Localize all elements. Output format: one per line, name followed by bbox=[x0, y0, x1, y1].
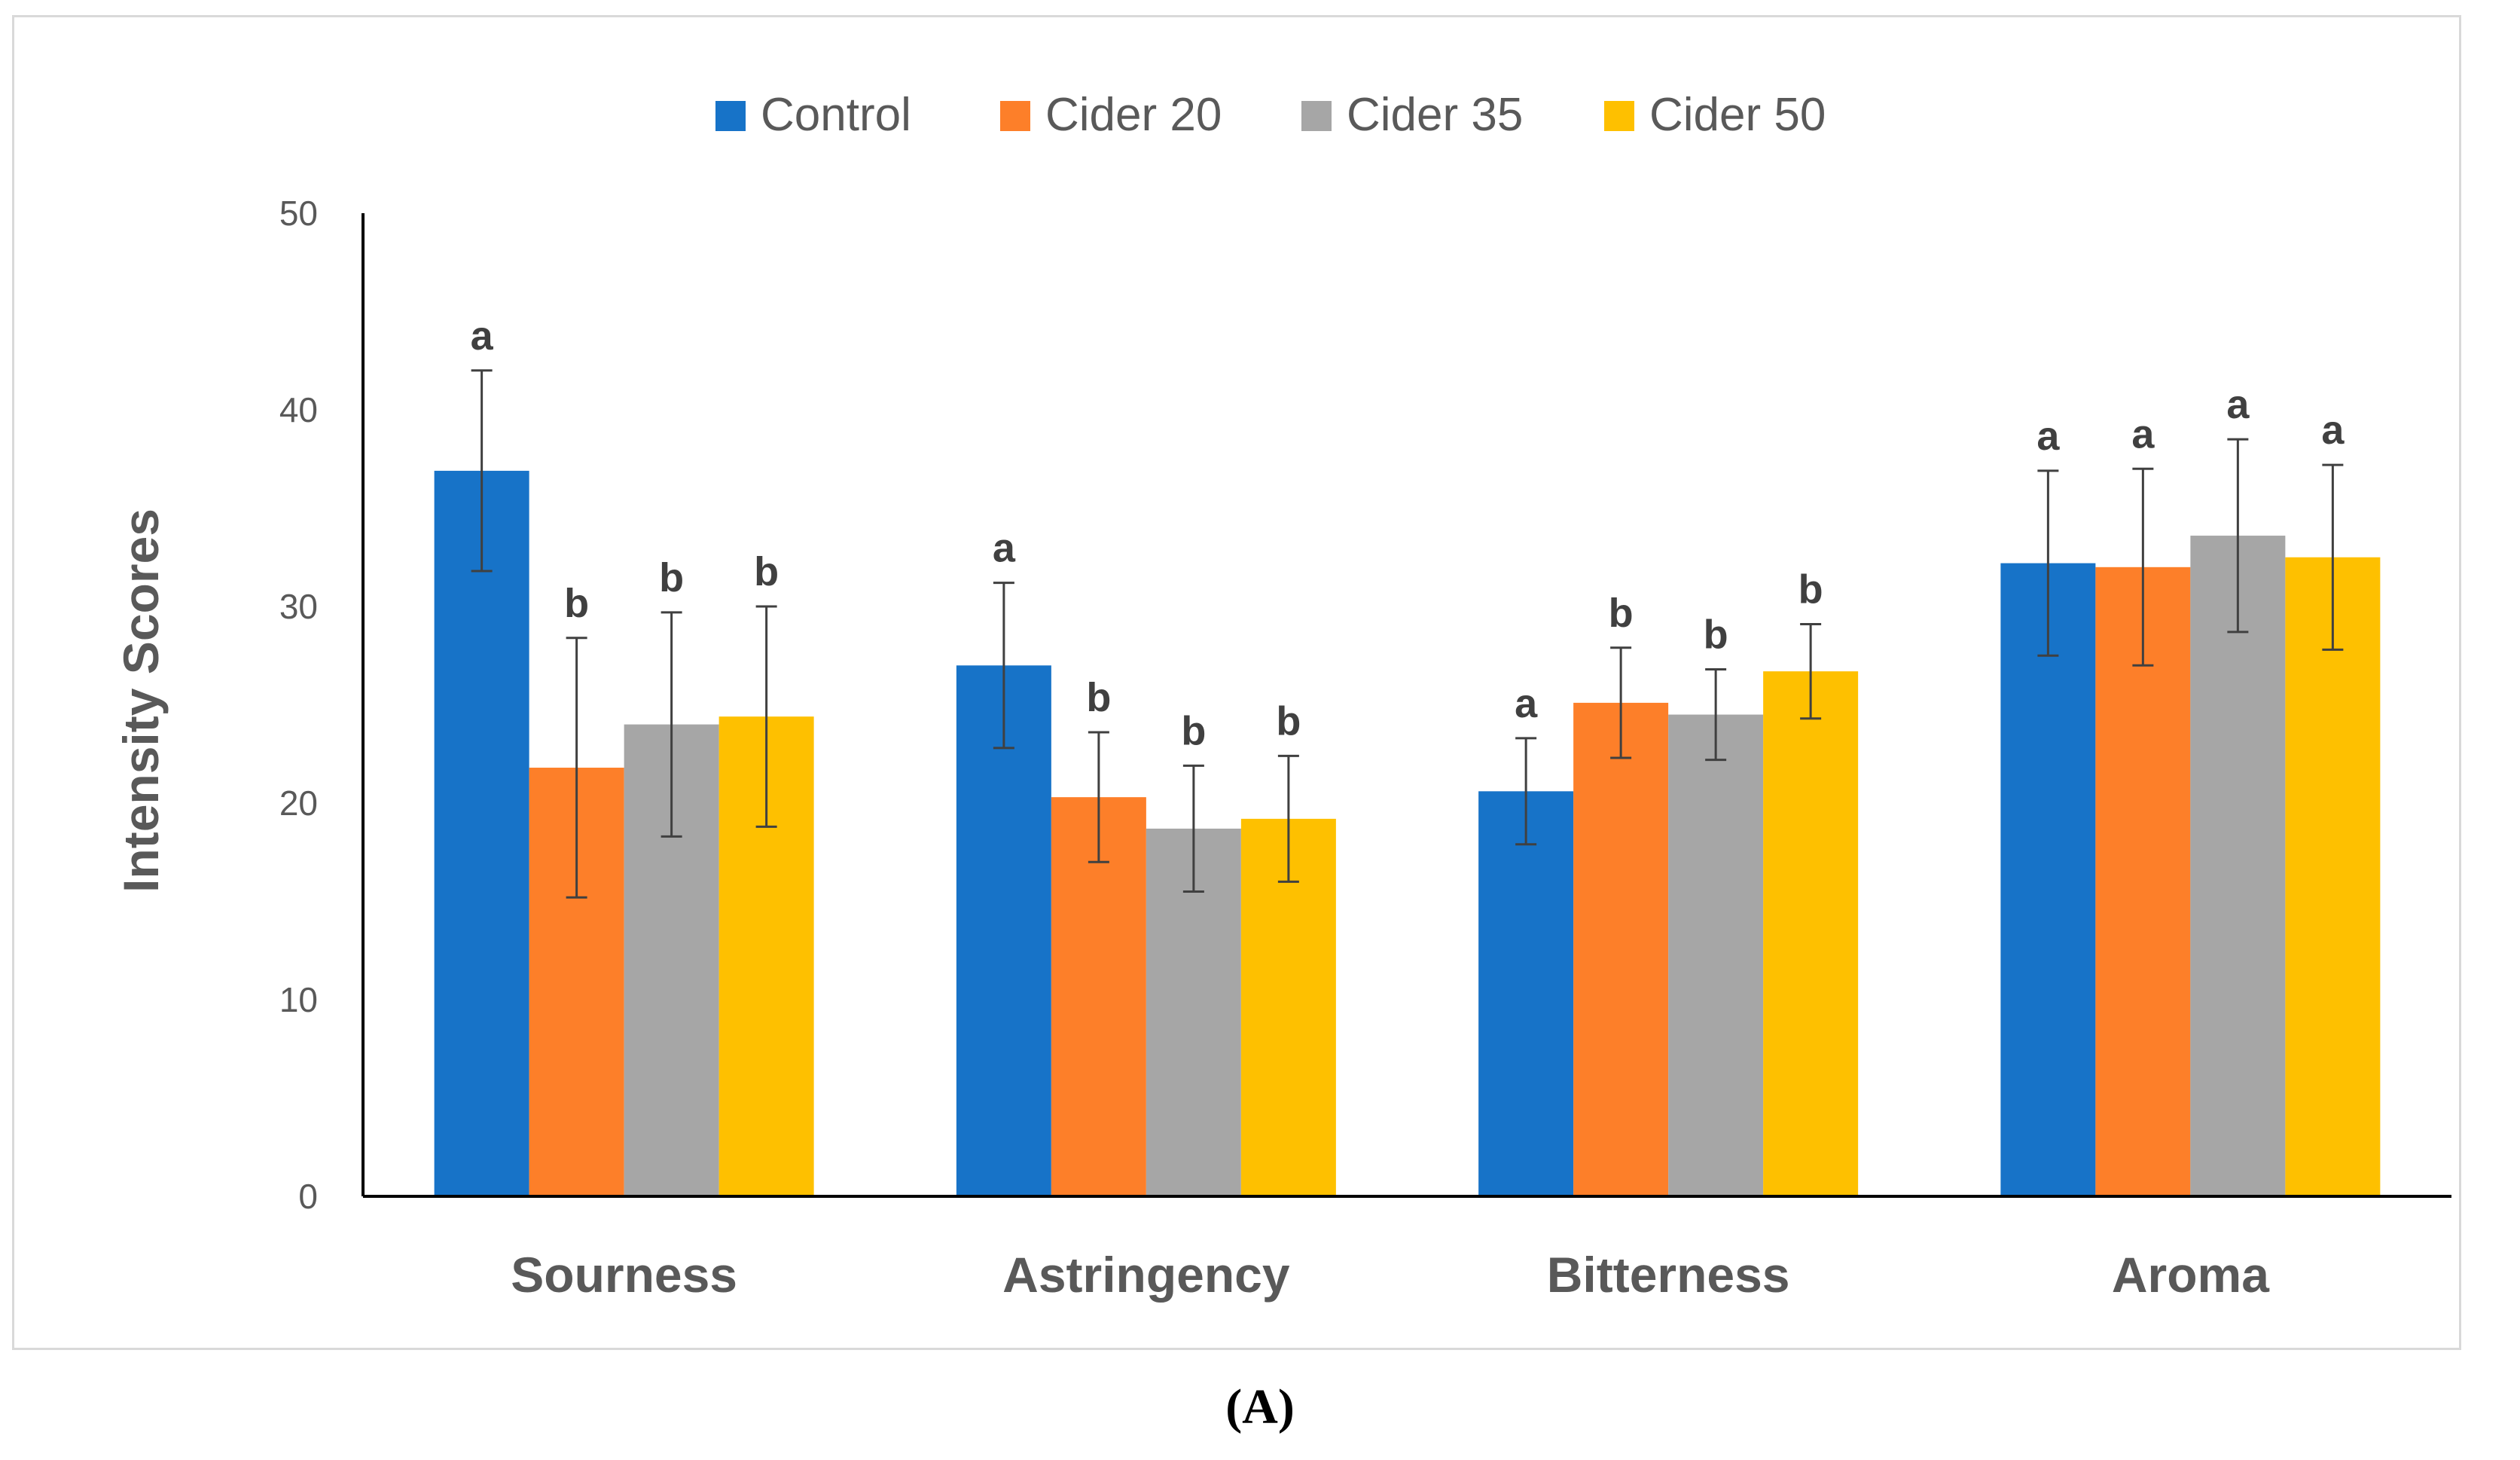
y-tick-label: 0 bbox=[298, 1177, 318, 1216]
y-tick-label: 50 bbox=[279, 194, 318, 233]
significance-label: b bbox=[1086, 675, 1111, 720]
bar bbox=[1763, 671, 1859, 1196]
significance-label: a bbox=[2131, 411, 2155, 457]
legend-label: Cider 20 bbox=[1045, 89, 1222, 141]
y-tick-label: 20 bbox=[279, 783, 318, 823]
bar bbox=[956, 665, 1051, 1196]
significance-label: a bbox=[2321, 408, 2345, 453]
x-axis: Sourness Astringency Bitterness Aroma bbox=[363, 1195, 2451, 1303]
x-category-label: Astringency bbox=[1002, 1247, 1290, 1303]
legend-swatch bbox=[1301, 101, 1332, 131]
bar bbox=[1668, 714, 1764, 1196]
bar bbox=[1478, 791, 1574, 1196]
bar bbox=[2095, 567, 2191, 1196]
bar bbox=[434, 470, 529, 1196]
significance-label: b bbox=[1798, 567, 1823, 612]
significance-label: a bbox=[2226, 382, 2250, 427]
legend: Control Cider 20 Cider 35 Cider 50 bbox=[715, 89, 1826, 141]
significance-label: a bbox=[2036, 414, 2060, 459]
y-axis-title: Intensity Scores bbox=[113, 509, 169, 893]
legend-swatch bbox=[715, 101, 746, 131]
bar bbox=[2000, 563, 2096, 1196]
x-category-label: Aroma bbox=[2112, 1247, 2270, 1303]
bar bbox=[2190, 536, 2286, 1196]
y-tick-label: 40 bbox=[279, 390, 318, 429]
y-tick-label: 10 bbox=[279, 980, 318, 1019]
y-axis: 0 10 20 30 40 50 bbox=[279, 194, 365, 1216]
y-tick-label: 30 bbox=[279, 587, 318, 626]
bar bbox=[1573, 702, 1669, 1196]
significance-label: a bbox=[471, 313, 494, 359]
legend-swatch bbox=[1000, 101, 1030, 131]
significance-label: b bbox=[564, 581, 589, 626]
bars: a a a a b b b a b b b a b b b a bbox=[434, 313, 2381, 1196]
significance-label: b bbox=[1181, 708, 1206, 753]
x-category-label: Sourness bbox=[511, 1247, 737, 1303]
significance-label: a bbox=[993, 526, 1016, 571]
legend-label: Cider 35 bbox=[1347, 89, 1523, 141]
legend-label: Control bbox=[761, 89, 911, 141]
significance-label: b bbox=[1704, 612, 1728, 658]
legend-label: Cider 50 bbox=[1649, 89, 1826, 141]
x-category-label: Bitterness bbox=[1547, 1247, 1790, 1303]
significance-label: b bbox=[659, 555, 684, 600]
significance-label: a bbox=[1515, 681, 1538, 726]
significance-label: b bbox=[1276, 698, 1301, 744]
significance-label: b bbox=[1609, 591, 1634, 636]
bar bbox=[1051, 797, 1146, 1196]
legend-swatch bbox=[1604, 101, 1634, 131]
bar bbox=[2285, 557, 2381, 1196]
significance-label: b bbox=[754, 549, 779, 594]
panel-label: (A) bbox=[1225, 1379, 1295, 1434]
